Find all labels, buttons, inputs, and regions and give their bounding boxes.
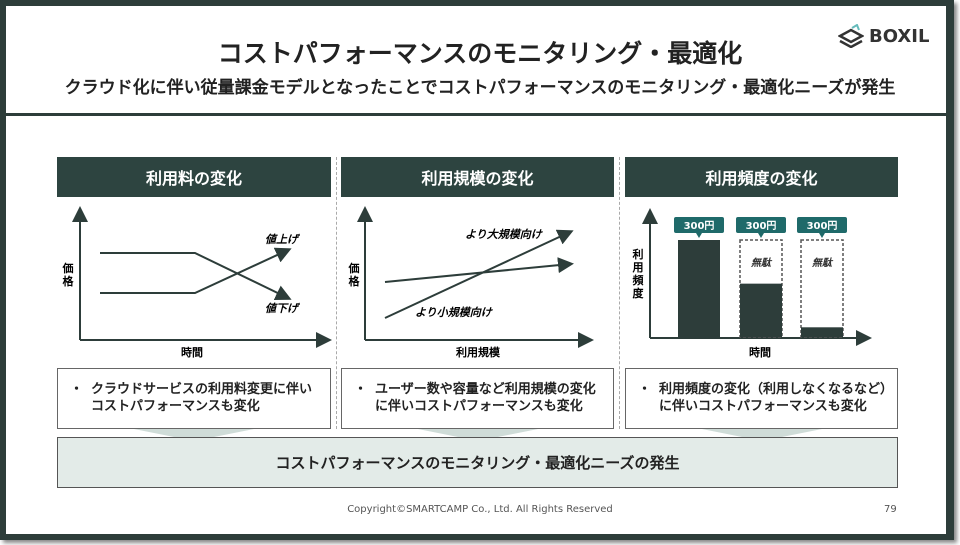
x-label: 時間 [181,345,203,359]
conclusion-box: コストパフォーマンスのモニタリング・最適化ニーズの発生 [57,437,898,488]
divider [6,113,946,116]
y-label: 価 [348,261,360,275]
line-small-scale [384,257,574,283]
panel-separator [336,157,337,429]
usage-bar [740,283,782,337]
y-label: 用 [633,261,644,274]
panel-separator [619,157,620,429]
bullet: ・ [354,382,368,397]
slide-title: コストパフォーマンスのモニタリング・最適化 [217,39,743,68]
y-label: 格 [63,274,75,288]
price-label: 300円 [746,220,777,232]
page-number: 79 [884,504,897,515]
panel-description-scale: ・ユーザー数や容量など利用規模の変化 に伴いコストパフォーマンスも変化 [341,368,614,429]
panel-description-fee: ・クラウドサービスの利用料変更に伴い コストパフォーマンスも変化 [57,368,331,429]
panel-header-scale: 利用規模の変化 [341,157,614,197]
price-label: 300円 [807,220,838,232]
label-price-up: 値上げ [265,233,300,246]
y-label: 利 [633,247,644,261]
bullet: ・ [638,382,652,397]
panel-description-frequency: ・利用頻度の変化（利用しなくなるなど） に伴いコストパフォーマンスも変化 [625,368,898,429]
text-line: クラウドサービスの利用料変更に伴い [91,382,313,397]
y-label: 度 [633,286,645,300]
y-label: 価 [62,261,74,275]
text-line: 利用頻度の変化（利用しなくなるなど） [659,382,894,397]
price-label: 300円 [684,220,715,232]
text-line: ユーザー数や容量など利用規模の変化 [375,382,596,397]
panel-header-fee: 利用料の変化 [57,157,331,197]
label-price-down: 値下げ [265,302,300,315]
text-line: に伴いコストパフォーマンスも変化 [659,399,867,414]
y-label: 格 [349,274,361,288]
line-price-up [100,247,292,294]
x-label: 時間 [749,345,771,359]
price-tag-pointer [696,233,702,238]
waste-label: 無駄 [750,257,773,269]
label-large-scale: より大規模向け [465,228,544,241]
label-small-scale: より小規模向け [415,306,494,319]
copyright: Copyright©SMARTCAMP Co., Ltd. All Rights… [347,504,613,515]
usage-bar [678,240,720,337]
boxil-logo-icon [838,24,864,48]
price-tag [797,217,847,233]
price-tag-pointer [758,233,764,238]
boxil-logo: BOXIL [838,24,929,48]
panel-header-frequency: 利用頻度の変化 [625,157,898,197]
capacity-outline [800,239,844,338]
price-tag [736,217,786,233]
down-arrows [134,429,822,441]
price-tag [674,217,724,233]
chart-fee [72,206,332,348]
bullet: ・ [70,382,84,397]
usage-bar [801,327,843,337]
price-tag-pointer [819,233,825,238]
waste-label: 無駄 [811,257,834,269]
line-price-down [100,252,292,300]
chart-frequency [642,208,872,346]
x-label: 利用規模 [456,345,501,359]
chart-scale [357,206,594,348]
slide-subtitle: クラウド化に伴い従量課金モデルとなったことでコストパフォーマンスのモニタリング・… [64,78,896,98]
line-large-scale [384,229,574,319]
logo-text: BOXIL [869,25,930,47]
y-label: 頻 [633,273,644,287]
text-line: に伴いコストパフォーマンスも変化 [375,399,583,414]
text-line: コストパフォーマンスも変化 [91,399,260,414]
